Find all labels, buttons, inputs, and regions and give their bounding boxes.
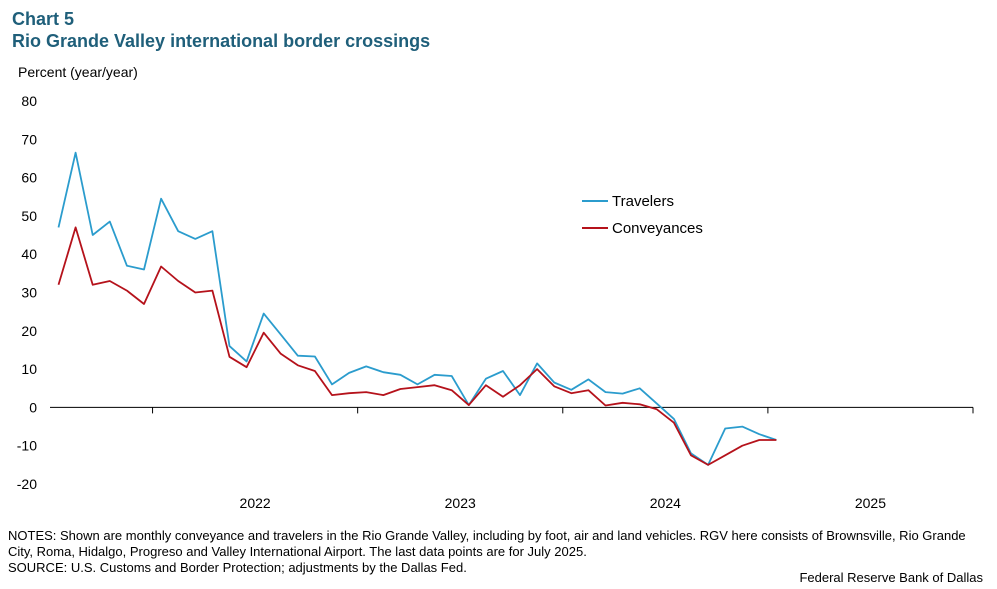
chart-title: Rio Grande Valley international border c…: [12, 31, 431, 51]
legend-label-travelers: Travelers: [612, 193, 674, 210]
y-tick-label: 20: [21, 323, 37, 339]
y-tick-label: 60: [21, 170, 37, 186]
y-tick-label: 40: [21, 246, 37, 262]
y-tick-label: 30: [21, 285, 37, 301]
x-tick-label: 2025: [855, 495, 886, 511]
y-tick-label: 50: [21, 208, 37, 224]
y-tick-label: 70: [21, 131, 37, 147]
notes-text: NOTES: Shown are monthly conveyance and …: [8, 528, 966, 559]
source-text: SOURCE: U.S. Customs and Border Protecti…: [8, 560, 467, 575]
x-tick-label: 2024: [650, 495, 681, 511]
series-line-travelers: [57, 151, 777, 466]
y-tick-label: 0: [29, 399, 37, 415]
chart-number: Chart 5: [12, 9, 75, 29]
credit-text: Federal Reserve Bank of Dallas: [799, 570, 983, 585]
chart-heading: Chart 5 Rio Grande Valley international …: [12, 8, 430, 52]
y-tick-label: -10: [17, 438, 37, 454]
legend-label-conveyances: Conveyances: [612, 220, 703, 237]
y-tick-label: -20: [17, 476, 37, 492]
y-tick-label: 80: [21, 93, 37, 109]
y-axis-label: Percent (year/year): [18, 64, 138, 80]
x-tick-label: 2023: [445, 495, 476, 511]
series-line-conveyances: [57, 226, 777, 466]
y-tick-label: 10: [21, 361, 37, 377]
x-tick-label: 2022: [240, 495, 271, 511]
notes-block: NOTES: Shown are monthly conveyance and …: [8, 528, 983, 576]
